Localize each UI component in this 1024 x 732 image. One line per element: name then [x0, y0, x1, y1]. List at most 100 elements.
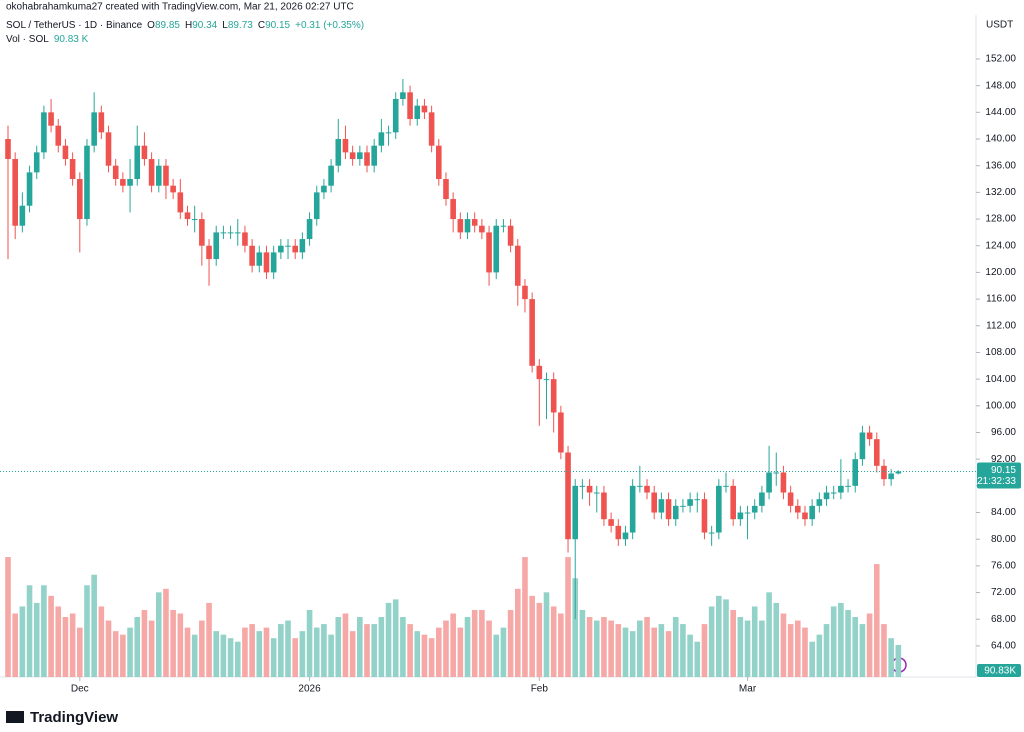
symbol: SOL / TetherUS · 1D · Binance — [6, 20, 143, 31]
candle-body — [335, 139, 342, 166]
candle-body — [593, 492, 600, 494]
candle-body — [522, 285, 528, 300]
y-tick-label: 108.00 — [985, 347, 1016, 358]
candle-body — [199, 219, 205, 246]
candle-body — [270, 252, 277, 273]
volume-bar — [69, 613, 76, 677]
y-tick-label: 132.00 — [985, 187, 1016, 198]
volume-bar — [48, 595, 54, 677]
candle-body — [471, 219, 478, 226]
volume-bar — [522, 557, 528, 677]
volume-bar — [543, 592, 550, 677]
candle-body — [773, 472, 780, 474]
candle-body — [744, 512, 751, 514]
volume-bar — [586, 617, 593, 677]
candle-body — [780, 472, 787, 493]
candle-body — [443, 179, 449, 200]
candle-body — [177, 192, 184, 213]
volume-bar — [708, 606, 715, 677]
volume-bar — [134, 617, 141, 677]
volume-bar — [852, 617, 859, 677]
volume-bar — [838, 602, 844, 677]
volume-bar — [407, 624, 413, 677]
volume-bar — [665, 631, 672, 677]
volume-bar — [234, 641, 241, 677]
y-tick-label: 152.00 — [985, 54, 1016, 65]
candle-body — [759, 492, 765, 506]
volume-bar — [378, 617, 385, 677]
candle-body — [687, 499, 693, 506]
candle-body — [428, 112, 435, 146]
volume-bar — [536, 602, 543, 677]
price-label-box — [977, 462, 1021, 489]
y-tick-label: 64.00 — [991, 641, 1016, 652]
volume-bar — [33, 602, 40, 677]
y-tick-label: 112.00 — [986, 320, 1016, 331]
volume-bar — [306, 609, 313, 677]
candle-body — [299, 239, 306, 253]
volume-bar — [816, 634, 823, 677]
candle-body — [378, 132, 385, 146]
ohlc-value: 90.15 — [265, 20, 290, 31]
candle-body — [723, 485, 729, 487]
candle-body — [479, 225, 485, 233]
candle-body — [608, 519, 614, 526]
y-tick-label: 100.00 — [985, 400, 1016, 411]
candle-body — [163, 165, 169, 186]
candle-body — [751, 505, 758, 513]
candle-body — [708, 532, 715, 534]
brand: TradingView — [30, 709, 118, 726]
y-tick-label: 140.00 — [985, 134, 1016, 145]
candle-body — [845, 485, 851, 487]
candle-body — [694, 499, 701, 501]
currency: USDT — [986, 20, 1013, 31]
volume-bar — [199, 620, 205, 677]
candle-body — [565, 452, 571, 540]
candle-body — [170, 185, 176, 193]
volume-bar — [285, 620, 291, 677]
ohlc-letter: O — [147, 20, 155, 31]
volume-bar — [328, 634, 334, 677]
volume-bar — [227, 638, 234, 677]
volume-bar — [62, 617, 69, 677]
volume-bar — [737, 617, 744, 677]
volume-bar — [385, 602, 392, 677]
volume-label-box — [977, 664, 1021, 677]
candle-body — [206, 245, 212, 260]
volume-bar — [84, 585, 90, 677]
candle-body — [134, 145, 141, 180]
candle-body — [278, 245, 284, 253]
volume-bar — [550, 606, 557, 677]
candle-body — [802, 512, 808, 520]
volume-bar — [206, 602, 212, 677]
candle-body — [457, 219, 464, 233]
ohlc-letter: H — [185, 20, 192, 31]
candle-body — [220, 232, 227, 234]
candle-body — [256, 252, 263, 266]
candle-body — [141, 145, 148, 160]
volume-bar — [780, 613, 787, 677]
y-tick-label: 120.00 — [985, 267, 1016, 278]
candle-body — [436, 145, 442, 180]
volume-bar — [414, 631, 421, 677]
candle-body — [866, 432, 873, 440]
volume-bar — [421, 634, 428, 677]
x-tick-label: 2026 — [298, 684, 321, 695]
volume-bar — [529, 595, 535, 677]
candle-body — [292, 245, 298, 253]
candle-body — [357, 152, 363, 160]
x-tick-label: Feb — [531, 684, 549, 695]
volume-bar — [256, 631, 263, 677]
volume-bar — [672, 617, 679, 677]
candle-body — [263, 252, 270, 273]
volume-bar — [730, 609, 736, 677]
candle-body — [306, 219, 313, 240]
volume-bar — [436, 627, 442, 677]
candle-body — [148, 159, 155, 186]
volume-bar — [680, 624, 686, 677]
volume-bar — [270, 638, 277, 677]
candle-body — [838, 485, 844, 493]
volume-bar — [400, 617, 406, 677]
candle-body — [191, 219, 198, 221]
candle-body — [392, 98, 399, 133]
